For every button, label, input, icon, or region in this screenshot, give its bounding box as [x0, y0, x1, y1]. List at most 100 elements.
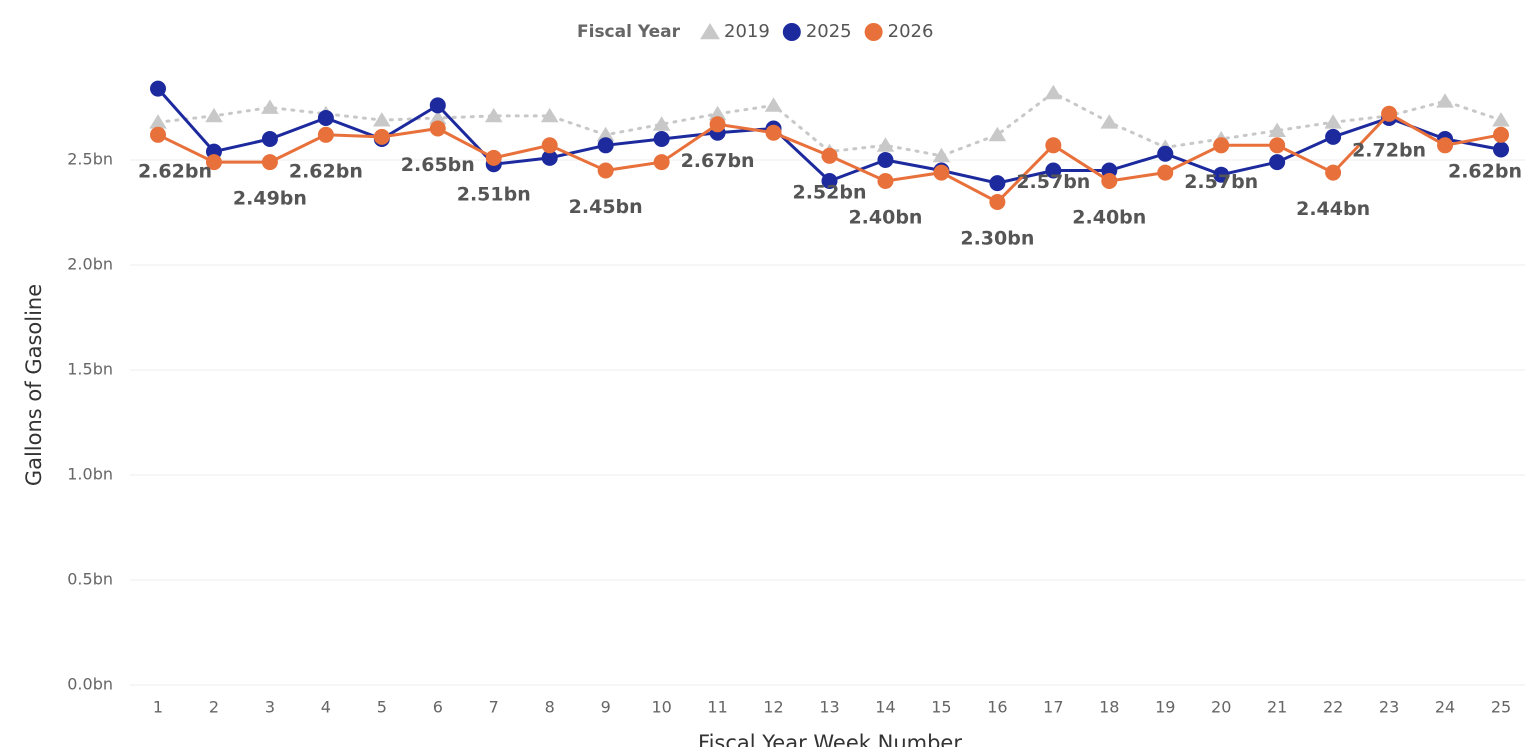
data-point: [150, 80, 166, 97]
data-point: [317, 110, 334, 126]
data-label: 2.57bn: [1184, 171, 1258, 193]
data-point: [1325, 164, 1342, 181]
data-point: [1493, 126, 1509, 143]
data-point: [149, 114, 167, 129]
data-label: 2.49bn: [233, 188, 307, 210]
x-tick-label: 16: [987, 698, 1007, 717]
data-point: [261, 99, 279, 114]
data-point: [1268, 122, 1286, 137]
x-tick-label: 5: [377, 698, 387, 717]
x-tick-label: 11: [707, 698, 727, 717]
data-point: [877, 173, 894, 189]
legend-marker: [700, 23, 720, 40]
data-point: [1045, 162, 1062, 179]
data-point: [1213, 166, 1230, 183]
x-tick-label: 3: [265, 698, 275, 717]
data-label: 2.30bn: [960, 228, 1034, 250]
x-tick-label: 1: [153, 698, 163, 717]
data-point: [261, 131, 278, 147]
x-tick-label: 13: [819, 698, 839, 717]
data-label: 2.65bn: [401, 154, 475, 176]
data-point: [653, 154, 670, 171]
x-tick-label: 10: [651, 698, 671, 717]
x-tick-label: 20: [1211, 698, 1231, 717]
data-point: [429, 120, 446, 137]
data-point: [1436, 93, 1454, 108]
data-point: [150, 126, 166, 143]
x-tick-label: 19: [1155, 698, 1175, 717]
data-point: [1045, 137, 1062, 154]
data-point: [708, 105, 727, 121]
data-point: [988, 126, 1007, 142]
data-point: [1325, 128, 1342, 145]
data-point: [597, 162, 614, 179]
data-point: [709, 116, 726, 133]
data-point: [932, 147, 951, 163]
data-point: [205, 154, 222, 171]
x-tick-label: 6: [433, 698, 443, 717]
data-point: [485, 149, 502, 166]
data-point: [765, 124, 782, 141]
data-point: [1157, 164, 1174, 181]
data-point: [821, 147, 838, 164]
y-axis-title: Gallons of Gasoline: [22, 284, 46, 486]
data-point: [484, 107, 503, 123]
data-point: [933, 164, 950, 181]
data-point: [653, 131, 670, 147]
legend-marker: [782, 23, 801, 41]
y-tick-label: 2.5bn: [67, 150, 113, 169]
x-tick-label: 2: [209, 698, 219, 717]
data-point: [428, 110, 447, 125]
data-point: [1381, 105, 1398, 122]
x-tick-label: 8: [545, 698, 555, 717]
data-point: [1269, 154, 1286, 171]
x-tick-label: 7: [489, 698, 499, 717]
y-tick-label: 1.5bn: [67, 360, 113, 379]
data-point: [989, 194, 1006, 210]
data-point: [1269, 137, 1286, 154]
data-point: [596, 126, 615, 142]
x-tick-label: 15: [931, 698, 951, 717]
data-point: [1437, 137, 1454, 154]
data-point: [1324, 114, 1342, 129]
data-label: 2.57bn: [1016, 171, 1090, 193]
x-tick-label: 4: [321, 698, 331, 717]
data-point: [597, 137, 614, 154]
data-point: [1101, 173, 1118, 189]
data-label: 2.44bn: [1296, 198, 1370, 220]
legend-label: 2026: [888, 21, 934, 42]
data-label: 2.62bn: [289, 160, 363, 182]
x-tick-label: 23: [1379, 698, 1399, 717]
data-point: [317, 126, 334, 143]
data-point: [877, 152, 894, 168]
x-tick-label: 25: [1491, 698, 1511, 717]
data-point: [876, 137, 895, 152]
data-point: [205, 107, 223, 123]
y-tick-label: 0.0bn: [67, 675, 113, 694]
data-point: [652, 116, 671, 131]
data-point: [1493, 141, 1509, 158]
data-label: 2.40bn: [848, 207, 922, 229]
data-point: [541, 137, 558, 154]
data-label: 2.67bn: [681, 150, 755, 172]
data-point: [373, 112, 391, 127]
data-point: [261, 154, 278, 171]
x-tick-label: 9: [601, 698, 611, 717]
data-point: [373, 128, 390, 145]
x-tick-label: 24: [1435, 698, 1455, 717]
data-label: 2.40bn: [1072, 207, 1146, 229]
y-tick-label: 0.5bn: [67, 570, 113, 589]
x-axis-title: Fiscal Year Week Number: [698, 731, 962, 747]
x-tick-label: 21: [1267, 698, 1287, 717]
data-label: 2.51bn: [457, 183, 531, 205]
y-tick-label: 2.0bn: [67, 255, 113, 274]
data-point: [1157, 145, 1174, 162]
legend-label: 2019: [724, 21, 770, 42]
data-point: [541, 149, 558, 166]
x-tick-label: 18: [1099, 698, 1119, 717]
y-tick-label: 1.0bn: [67, 465, 113, 484]
data-point: [989, 175, 1006, 192]
data-point: [764, 97, 783, 112]
